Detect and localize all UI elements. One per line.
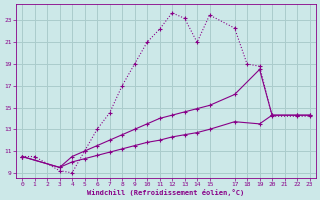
X-axis label: Windchill (Refroidissement éolien,°C): Windchill (Refroidissement éolien,°C) xyxy=(87,189,244,196)
